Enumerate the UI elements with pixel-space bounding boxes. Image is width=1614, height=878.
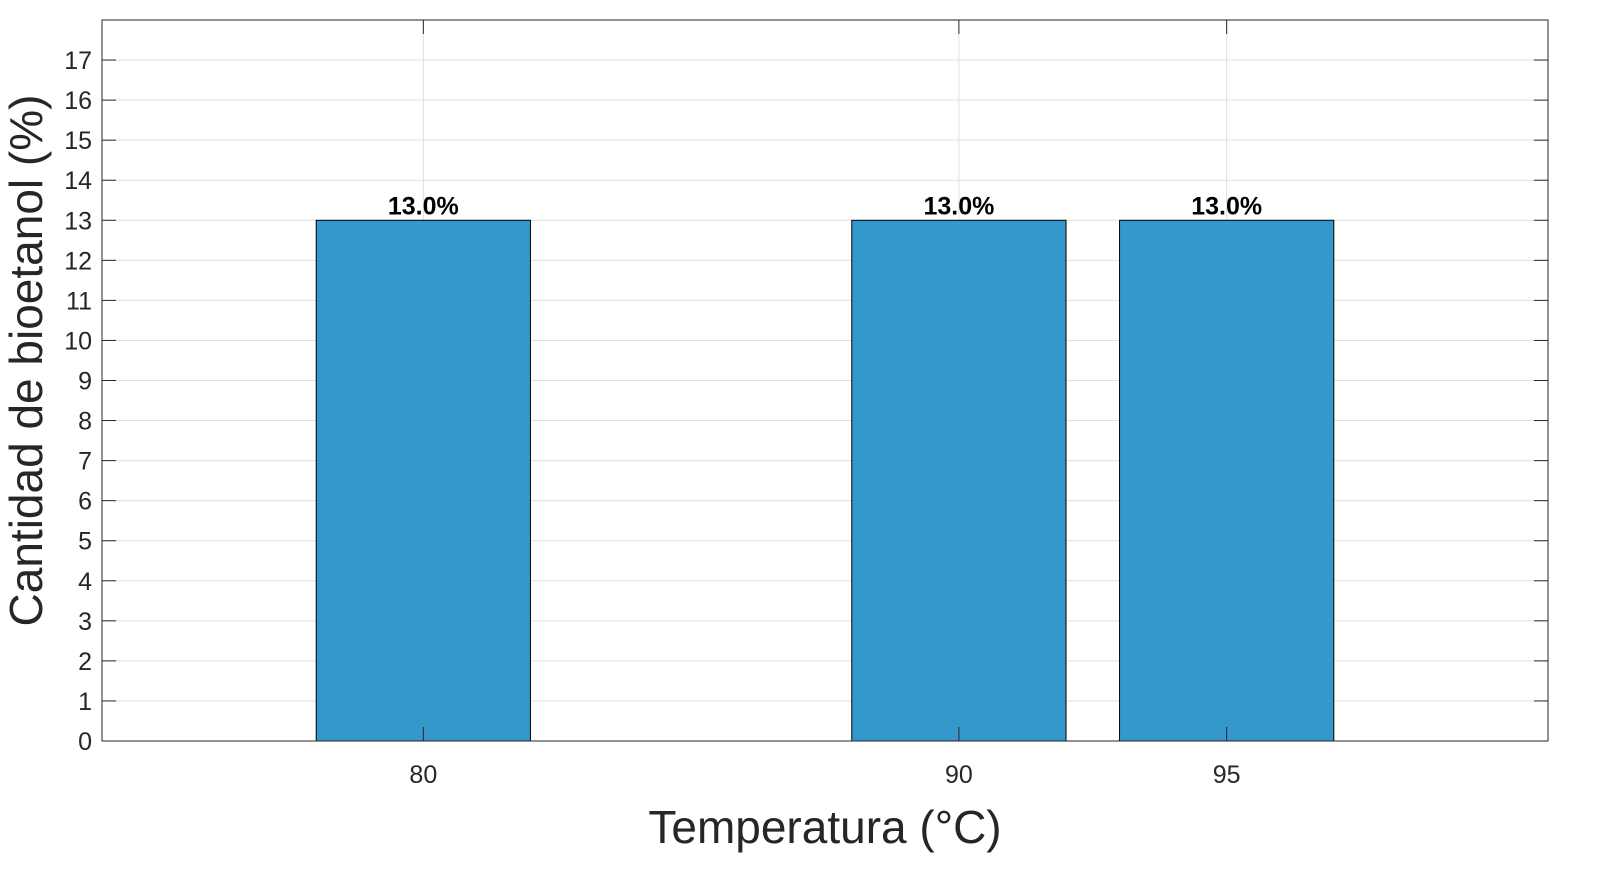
bar-data-label: 13.0% xyxy=(1191,192,1262,220)
y-tick-label: 2 xyxy=(78,648,92,676)
x-axis-title: Temperatura (°C) xyxy=(648,801,1001,853)
y-tick-label: 16 xyxy=(64,87,92,115)
y-tick-label: 13 xyxy=(64,207,92,235)
y-tick-label: 0 xyxy=(78,728,92,756)
bar-data-label: 13.0% xyxy=(388,192,459,220)
x-tick-label: 90 xyxy=(945,761,973,789)
y-tick-label: 9 xyxy=(78,368,92,396)
y-axis-title: Cantidad de bioetanol (%) xyxy=(0,95,52,627)
x-tick-labels: 80 90 95 xyxy=(409,761,1240,789)
y-tick-label: 1 xyxy=(78,688,92,716)
y-tick-label: 15 xyxy=(64,127,92,155)
y-tick-label: 4 xyxy=(78,568,92,596)
axis-ticks xyxy=(102,20,1548,742)
y-tick-label: 3 xyxy=(78,608,92,636)
y-tick-label: 12 xyxy=(64,247,92,275)
y-tick-label: 14 xyxy=(64,167,92,195)
y-tick-label: 8 xyxy=(78,408,92,436)
y-tick-label: 7 xyxy=(78,448,92,476)
bar-data-label: 13.0% xyxy=(923,192,994,220)
data-labels: 13.0% 13.0% 13.0% xyxy=(388,192,1262,220)
y-tick-label: 5 xyxy=(78,528,92,556)
bar xyxy=(851,219,1067,742)
x-tick-label: 80 xyxy=(409,761,437,789)
y-tick-label: 11 xyxy=(66,287,92,315)
x-tick-label: 95 xyxy=(1213,761,1241,789)
y-tick-label: 6 xyxy=(78,488,92,516)
bars xyxy=(315,219,1335,742)
bar xyxy=(1119,219,1335,742)
bar xyxy=(315,219,531,742)
y-tick-label: 17 xyxy=(64,47,92,75)
y-tick-label: 10 xyxy=(64,327,92,355)
